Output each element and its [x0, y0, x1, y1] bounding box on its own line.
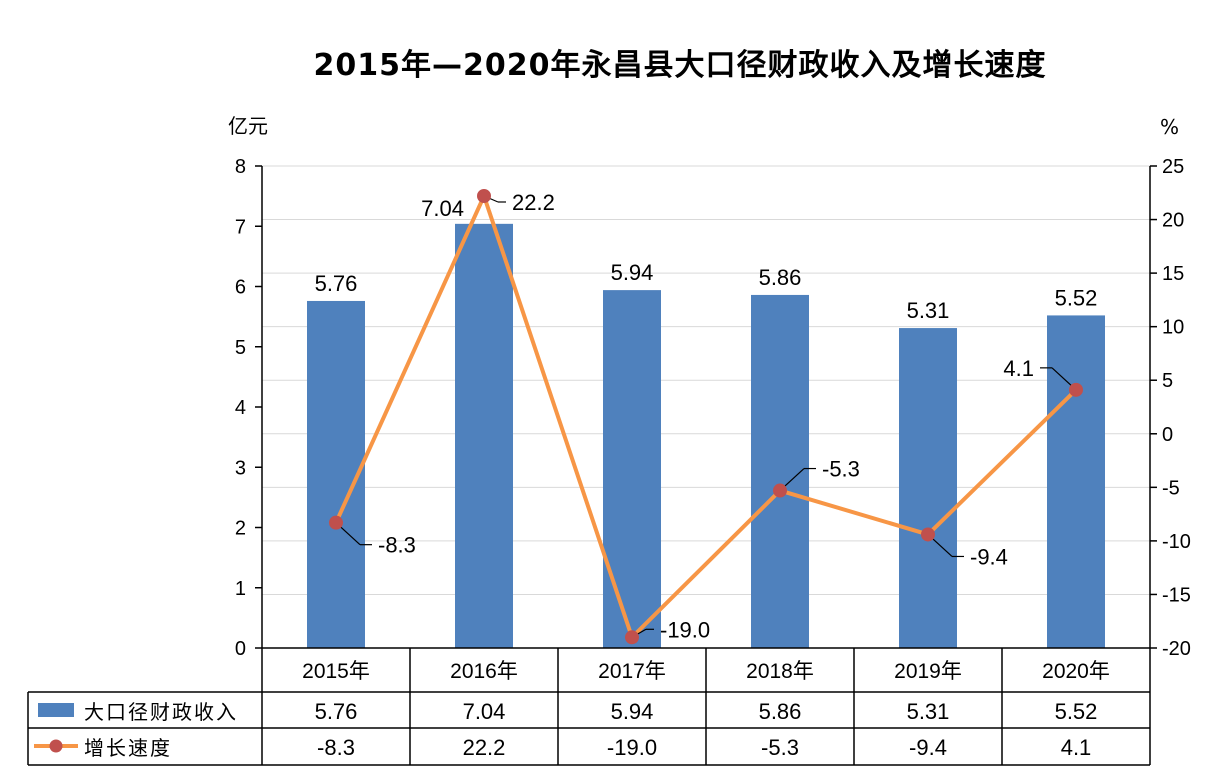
- growth-value-label: -8.3: [378, 533, 416, 558]
- bar-value-label: 5.52: [1055, 285, 1098, 310]
- table-growth-value: -5.3: [761, 735, 799, 760]
- growth-rate-line: [334, 190, 1078, 641]
- right-axis-tick-label: 5: [1162, 370, 1173, 392]
- growth-marker-2016年: [477, 188, 491, 203]
- left-axis-tick-label: 0: [235, 638, 246, 660]
- category-label: 2015年: [302, 660, 370, 683]
- left-axis-tick-label: 8: [235, 156, 246, 178]
- growth-value-label: 4.1: [1003, 356, 1034, 381]
- growth-value-label: -5.3: [822, 457, 860, 482]
- left-axis-tick-label: 3: [235, 457, 246, 479]
- table-bar-value: 5.86: [759, 699, 802, 724]
- chart-title: 2015年—2020年永昌县大口径财政收入及增长速度: [313, 48, 1047, 83]
- right-axis-tick-label: -10: [1162, 531, 1191, 553]
- left-axis-tick-label: 4: [235, 397, 246, 419]
- table-bar-value: 7.04: [463, 699, 506, 724]
- bar-2016年: [455, 223, 513, 648]
- table-growth-value: -8.3: [317, 735, 355, 760]
- table-growth-value: 4.1: [1061, 735, 1092, 760]
- bar-2017年: [603, 290, 661, 648]
- growth-marker-2018年: [773, 483, 787, 498]
- right-axis-tick-label: -20: [1162, 638, 1191, 660]
- growth-value-label: 22.2: [512, 190, 555, 215]
- category-label: 2018年: [746, 660, 814, 683]
- table-bar-value: 5.76: [315, 699, 358, 724]
- growth-value-label: -19.0: [660, 617, 710, 642]
- left-axis-unit: 亿元: [228, 114, 268, 138]
- legend-line-label: 增长速度: [84, 737, 172, 760]
- right-axis-tick-label: 10: [1162, 317, 1184, 339]
- right-axis-tick-label: 20: [1162, 210, 1184, 232]
- bar-2019年: [899, 328, 957, 648]
- growth-value-label: -9.4: [970, 544, 1008, 569]
- right-axis-unit: %: [1160, 115, 1180, 139]
- legend-line-marker: [49, 739, 63, 753]
- table-bar-value: 5.31: [907, 699, 950, 724]
- growth-marker-2017年: [625, 630, 639, 645]
- table-growth-value: -19.0: [607, 735, 657, 760]
- legend-bar-swatch: [38, 703, 74, 717]
- left-axis-tick-label: 5: [235, 337, 246, 359]
- table-bar-value: 5.52: [1055, 699, 1098, 724]
- category-label: 2019年: [894, 660, 962, 683]
- bar-2018年: [751, 294, 809, 648]
- bar-2020年: [1047, 315, 1105, 648]
- growth-marker-2015年: [329, 515, 343, 530]
- right-axis-tick-label: -5: [1162, 477, 1180, 499]
- category-label: 2016年: [450, 660, 518, 683]
- bar-2015年: [307, 300, 365, 648]
- legend-bar-label: 大口径财政收入: [84, 701, 238, 724]
- left-axis-tick-label: 2: [235, 518, 246, 540]
- table-bar-value: 5.94: [611, 699, 654, 724]
- category-label: 2020年: [1042, 660, 1110, 683]
- left-axis-tick-label: 7: [235, 216, 246, 238]
- right-axis-tick-label: -15: [1162, 584, 1191, 606]
- right-axis-tick-label: 0: [1162, 424, 1173, 446]
- category-label: 2017年: [598, 660, 666, 683]
- bar-value-label: 5.31: [907, 298, 950, 323]
- right-axis-tick-label: 25: [1162, 156, 1184, 178]
- bar-value-label: 5.86: [759, 265, 802, 290]
- bar-value-label: 7.04: [421, 196, 464, 221]
- bar-value-label: 5.76: [315, 271, 358, 296]
- table-growth-value: -9.4: [909, 735, 947, 760]
- left-axis-tick-label: 6: [235, 277, 246, 299]
- table-growth-value: 22.2: [463, 735, 506, 760]
- growth-marker-2020年: [1069, 382, 1083, 397]
- left-axis-tick-label: 1: [235, 578, 246, 600]
- right-axis-tick-label: 15: [1162, 263, 1184, 285]
- bar-value-label: 5.94: [611, 260, 654, 285]
- growth-marker-2019年: [921, 527, 935, 542]
